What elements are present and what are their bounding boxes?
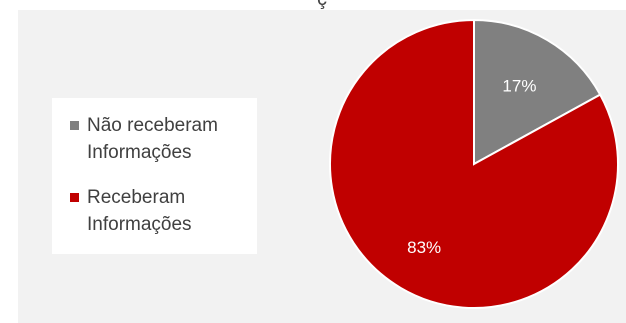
legend-label-nao-receberam: Não receberam Informações <box>87 115 218 163</box>
chart-title-fragment: ç <box>317 0 327 9</box>
pie-slice-nao-receberam <box>473 18 602 166</box>
legend-item-receberam: Receberam Informações <box>70 184 257 238</box>
legend-swatch-nao-receberam <box>70 121 79 130</box>
legend-label-receberam: Receberam Informações <box>87 187 192 235</box>
pie-label-nao-receberam: 17% <box>502 77 536 96</box>
legend-swatch-receberam <box>70 193 79 202</box>
legend: Não receberam Informações Receberam Info… <box>52 98 257 254</box>
pie-label-receberam: 83% <box>407 238 441 257</box>
legend-item-nao-receberam: Não receberam Informações <box>70 112 257 166</box>
pie-slice-receberam <box>329 18 619 309</box>
